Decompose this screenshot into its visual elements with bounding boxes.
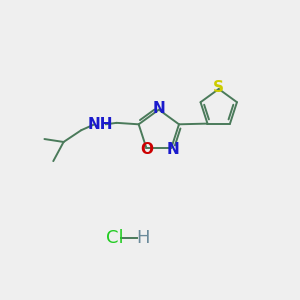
Text: Cl: Cl	[106, 229, 124, 247]
Text: O: O	[140, 142, 153, 157]
Text: S: S	[213, 80, 224, 95]
Text: H: H	[136, 229, 149, 247]
Text: N: N	[167, 142, 179, 157]
Text: NH: NH	[88, 117, 113, 132]
Text: N: N	[152, 101, 165, 116]
